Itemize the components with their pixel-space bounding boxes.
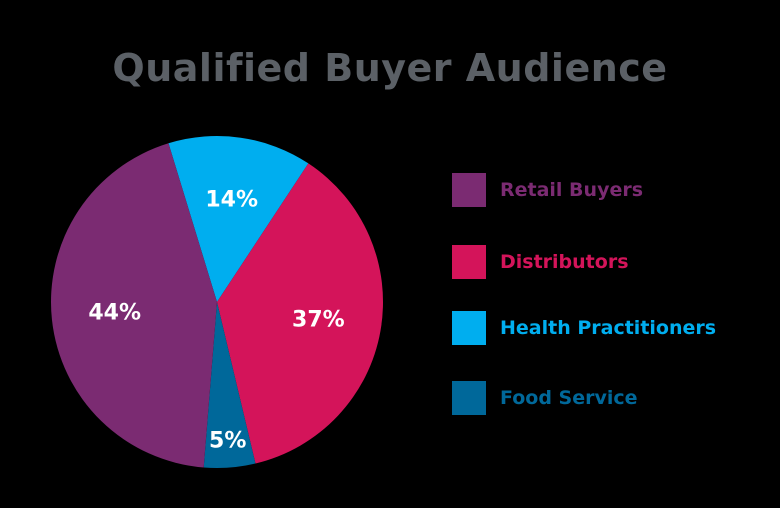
chart-title: Qualified Buyer Audience xyxy=(112,46,668,90)
legend-item-retail-buyers: Retail Buyers xyxy=(452,172,643,208)
legend-swatch-food-service xyxy=(452,381,486,415)
pie-label-distributors: 37% xyxy=(292,307,345,332)
pie-slice-labels: 14% 37% 5% 44% xyxy=(88,188,344,454)
pie-label-retail-buyers: 44% xyxy=(88,301,141,326)
legend-item-distributors: Distributors xyxy=(452,244,629,280)
legend-label-food-service: Food Service xyxy=(500,387,638,409)
pie-slice-health-practitioners xyxy=(168,136,309,302)
legend-swatch-retail-buyers xyxy=(452,173,486,207)
legend-item-food-service: Food Service xyxy=(452,380,638,416)
legend-swatch-health-practitioners xyxy=(452,311,486,345)
legend-label-health-practitioners: Health Practitioners xyxy=(500,317,717,339)
pie-label-health-practitioners: 14% xyxy=(205,188,258,213)
pie-slices xyxy=(50,136,384,468)
legend-label-distributors: Distributors xyxy=(500,251,629,273)
pie-slice-food-service xyxy=(203,302,256,468)
pie-slice-distributors xyxy=(217,163,384,464)
legend-swatch-distributors xyxy=(452,245,486,279)
legend-label-retail-buyers: Retail Buyers xyxy=(500,179,644,201)
pie-slice-retail-buyers xyxy=(50,143,217,468)
legend-item-health-practitioners: Health Practitioners xyxy=(452,310,716,346)
pie-label-food-service: 5% xyxy=(209,429,246,454)
